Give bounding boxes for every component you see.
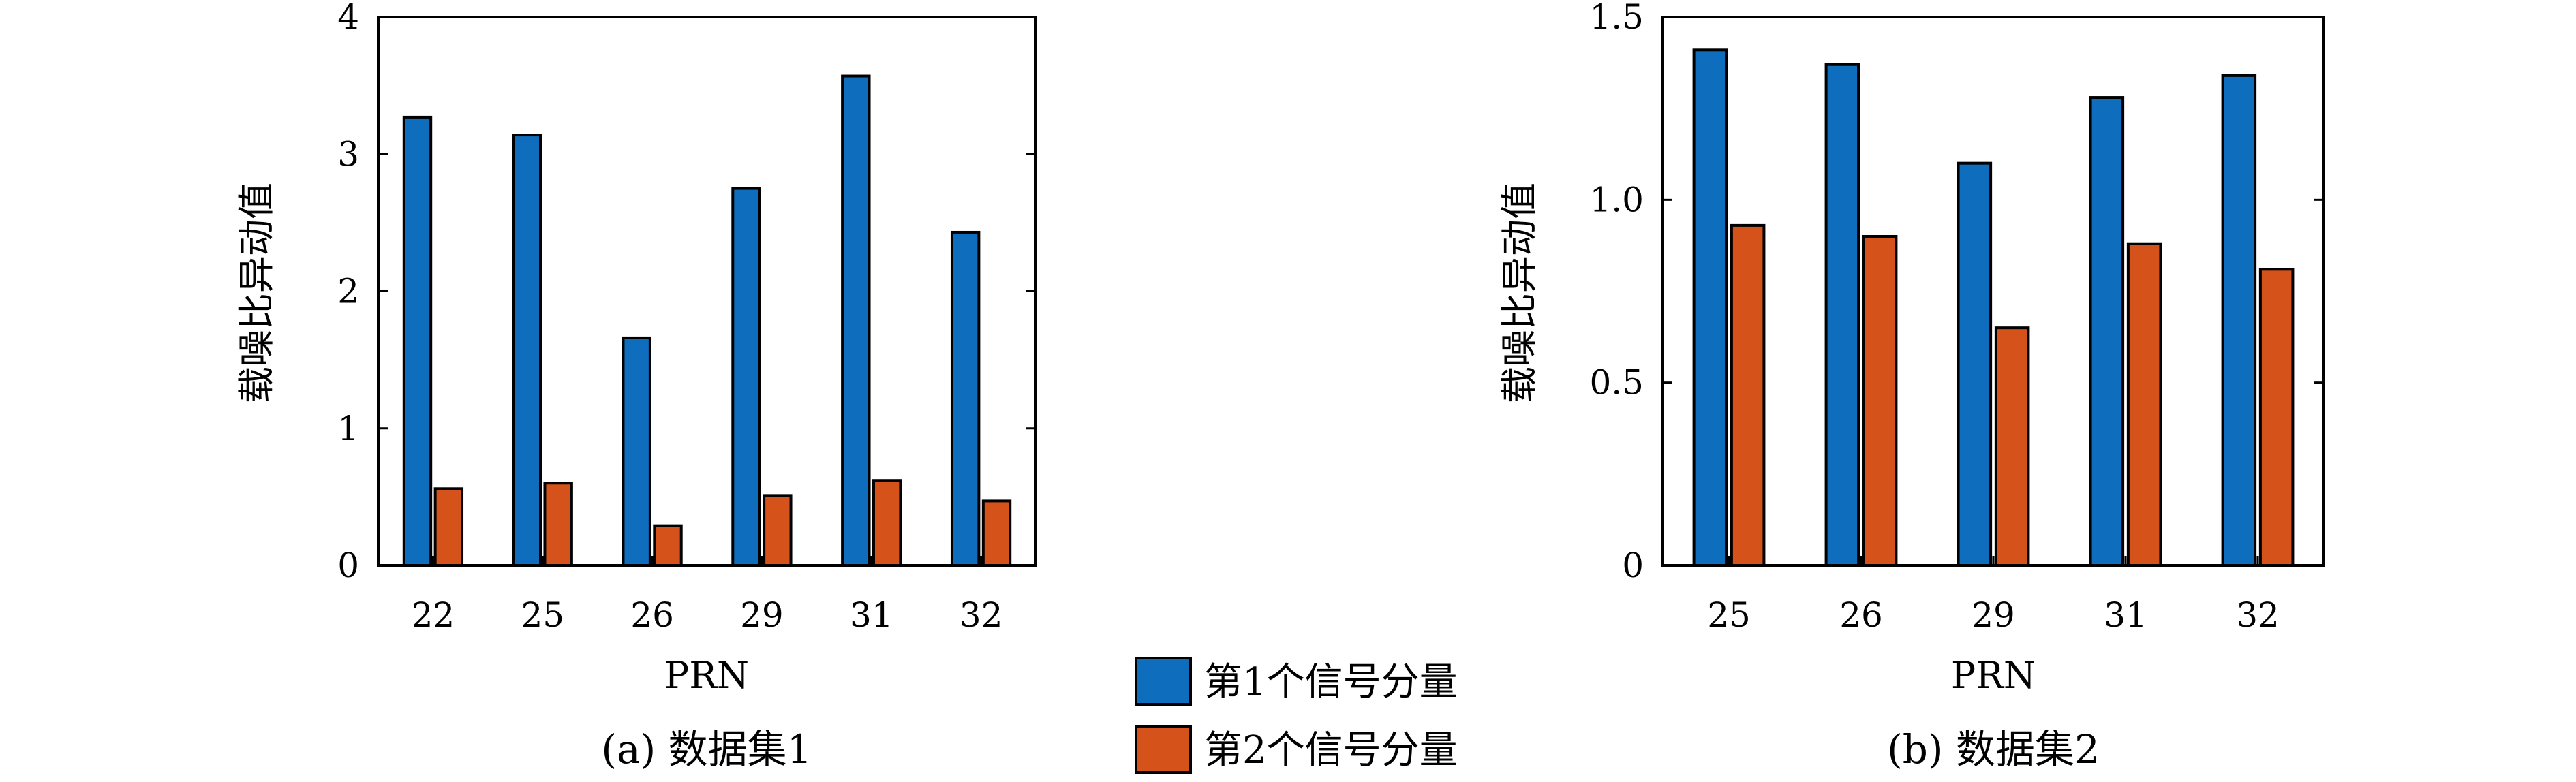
chart-a-ytick-1: 1 [337, 409, 359, 448]
chart-b-plot-frame [1661, 16, 2325, 567]
chart-b-caption: (b) 数据集2 [1887, 726, 2100, 772]
chart-a-xtick-26: 26 [630, 595, 674, 635]
chart-b-bar-31-series2 [2126, 242, 2162, 567]
chart-a-ylabel: 载噪比异动值 [235, 183, 278, 403]
chart-a-bar-31-series1 [841, 74, 871, 567]
chart-a-xtick-31: 31 [850, 595, 893, 635]
chart-b-bar-29-series2 [1994, 326, 2030, 567]
chart-b-bar-25-series2 [1730, 223, 1766, 567]
chart-b-ytick-2: 1.0 [1589, 180, 1644, 219]
chart-b: 载噪比异动值 PRN (b) 数据集2 25 26 29 31 32 0 0.5 1.0 1.5 [1498, 0, 2325, 772]
chart-a: 载噪比异动值 PRN (a) 数据集1 22 25 26 29 31 32 0 1 2 3 4 [235, 0, 1037, 772]
legend: 第1个信号分量 第2个信号分量 [1135, 657, 1458, 774]
chart-a-bar-25-series1 [512, 134, 542, 567]
chart-b-bar-32-series2 [2258, 268, 2295, 567]
legend-swatch-series1 [1135, 657, 1192, 706]
chart-a-bar-31-series2 [872, 479, 902, 567]
chart-a-xtick-22: 22 [412, 595, 455, 635]
chart-b-ytick-3: 1.5 [1589, 0, 1644, 37]
chart-a-bar-32-series1 [950, 230, 981, 567]
legend-label-series2: 第2个信号分量 [1204, 728, 1458, 772]
chart-b-xtick-29: 29 [1972, 595, 2015, 635]
chart-b-ytick-1: 0.5 [1589, 363, 1644, 403]
chart-a-plot-frame [377, 16, 1037, 567]
chart-a-ytick-4: 4 [337, 0, 359, 37]
legend-swatch-series2 [1135, 725, 1192, 774]
chart-a-xtick-29: 29 [740, 595, 784, 635]
chart-a-bar-22-series1 [402, 115, 433, 567]
chart-a-caption: (a) 数据集1 [601, 726, 812, 772]
chart-b-xtick-26: 26 [1839, 595, 1883, 635]
chart-b-bar-29-series1 [1957, 161, 1993, 567]
chart-a-bar-26-series2 [653, 524, 683, 567]
chart-b-xlabel: PRN [1951, 654, 2036, 697]
chart-a-bar-26-series1 [622, 336, 651, 567]
chart-a-bar-29-series1 [731, 187, 761, 567]
chart-b-xtick-25: 25 [1707, 595, 1751, 635]
chart-a-ytick-0: 0 [337, 546, 359, 585]
chart-a-xtick-32: 32 [960, 595, 1003, 635]
chart-a-bar-32-series2 [981, 499, 1012, 567]
chart-b-ylabel: 载噪比异动值 [1498, 183, 1541, 403]
chart-a-ytick-3: 3 [337, 134, 359, 174]
chart-a-bar-22-series2 [433, 487, 464, 567]
legend-label-series1: 第1个信号分量 [1204, 660, 1458, 704]
chart-a-xtick-25: 25 [521, 595, 564, 635]
chart-b-bar-32-series1 [2221, 74, 2257, 567]
chart-a-ytick-2: 2 [337, 272, 359, 311]
chart-b-bar-25-series1 [1692, 48, 1728, 567]
chart-b-bar-26-series2 [1862, 235, 1898, 567]
chart-b-bar-31-series1 [2089, 96, 2125, 567]
chart-a-bar-25-series2 [543, 482, 573, 567]
chart-b-ytick-0: 0 [1622, 546, 1644, 585]
chart-a-bar-29-series2 [763, 494, 793, 567]
chart-b-xtick-31: 31 [2104, 595, 2147, 635]
chart-a-xlabel: PRN [664, 654, 749, 697]
chart-b-xtick-32: 32 [2236, 595, 2280, 635]
chart-b-bar-26-series1 [1824, 63, 1860, 567]
